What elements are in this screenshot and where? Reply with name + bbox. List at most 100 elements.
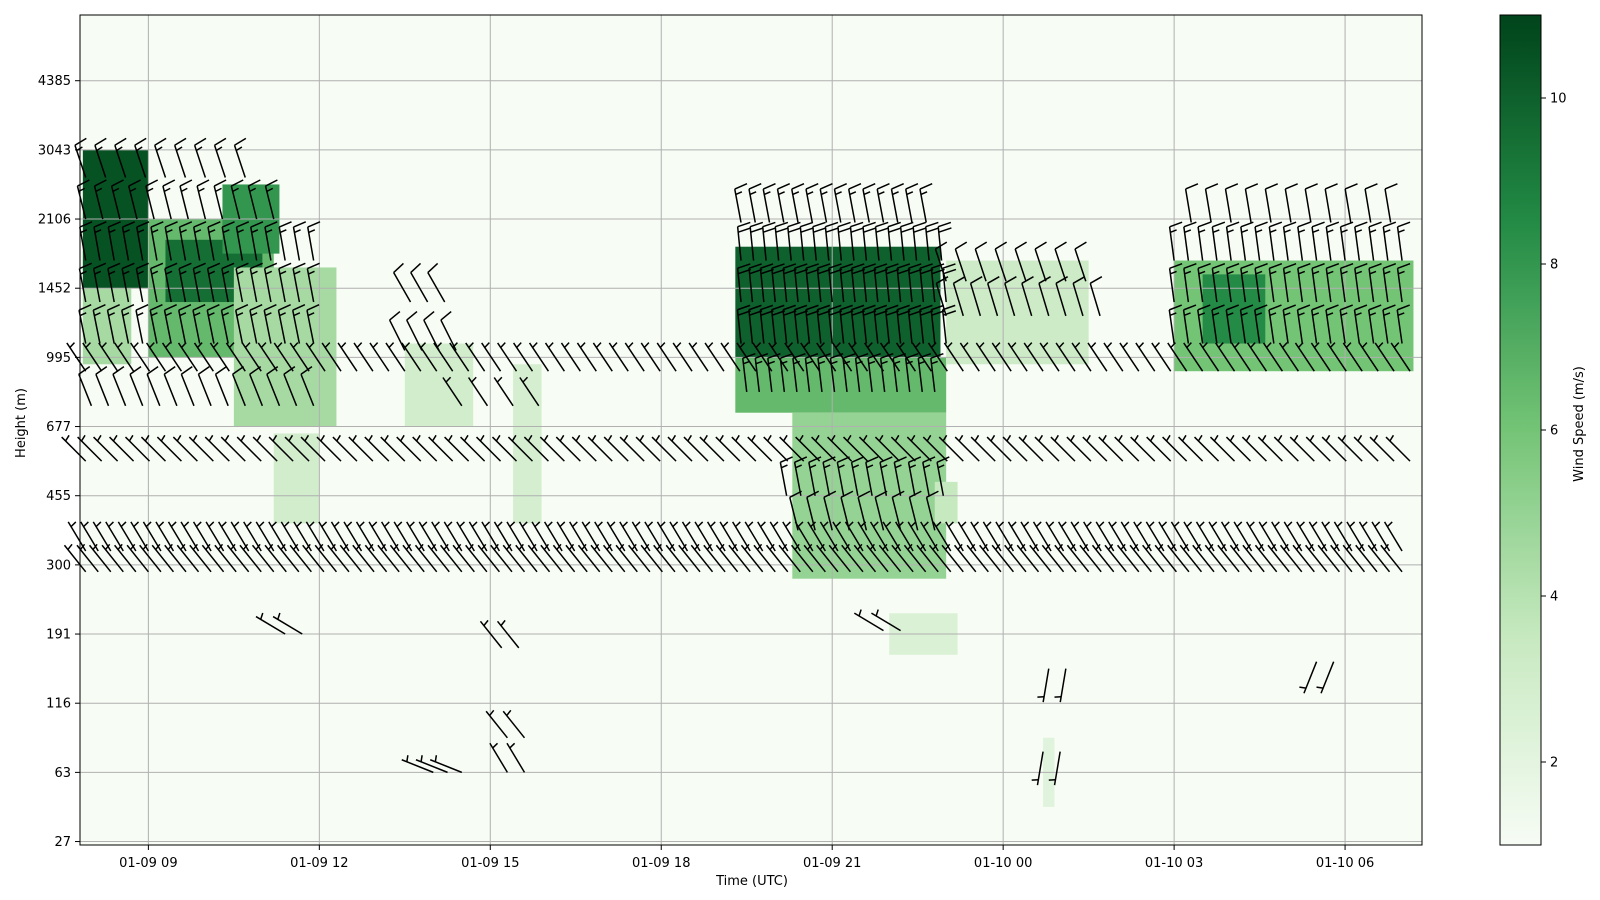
wind-barb-424 — [221, 221, 235, 261]
wind-barb-236 — [444, 434, 470, 462]
wind-barb-515 — [874, 221, 889, 261]
wind-barb-414 — [79, 221, 93, 261]
wind-barb-157 — [703, 543, 726, 573]
x-tick-label-1: 01-09 12 — [290, 856, 348, 871]
wind-barb-253 — [715, 434, 741, 462]
wind-barb-444 — [94, 137, 107, 178]
wind-barb-656 — [392, 262, 412, 303]
wind-barb-215 — [108, 434, 135, 462]
wind-barb-278 — [1114, 434, 1140, 462]
wind-barb-375 — [1326, 342, 1347, 372]
wind-barb-221 — [204, 434, 230, 462]
wind-barb-206 — [1317, 543, 1340, 573]
wind-barb-511 — [824, 221, 839, 261]
wind-barb-312 — [321, 342, 342, 372]
wind-barb-597 — [1268, 304, 1282, 344]
y-tick-label-9: 116 — [46, 697, 71, 712]
wind-barb-625 — [1183, 221, 1197, 261]
x-tick-label-0: 01-09 09 — [119, 856, 177, 871]
wind-barb-387 — [178, 304, 192, 344]
wind-barb-243 — [555, 434, 581, 462]
wind-barb-455 — [129, 365, 144, 407]
wind-barb-635 — [1325, 221, 1340, 261]
wind-barb-434 — [128, 179, 141, 220]
wind-barb-673 — [506, 742, 526, 773]
wind-barb-453 — [95, 365, 110, 407]
wind-barb-435 — [145, 179, 159, 220]
wind-barb-301 — [145, 342, 167, 372]
wind-barb-178 — [966, 543, 989, 573]
wind-barb-420 — [164, 221, 178, 261]
wind-barb-421 — [178, 221, 193, 261]
wind-barb-552 — [793, 456, 808, 496]
wind-barb-422 — [193, 221, 207, 261]
wind-barb-153 — [653, 543, 676, 573]
wind-barb-309 — [273, 342, 294, 372]
wind-barb-374 — [1310, 342, 1331, 372]
wind-barb-385 — [149, 304, 163, 344]
wind-barb-576 — [1004, 276, 1017, 317]
wind-barb-214 — [93, 434, 119, 462]
wind-barb-247 — [619, 434, 645, 462]
wind-barb-506 — [761, 221, 777, 261]
wind-barb-313 — [337, 342, 358, 372]
wind-barb-663 — [255, 612, 286, 635]
wind-barb-167 — [828, 543, 852, 573]
wind-barb-204 — [1292, 543, 1315, 573]
wind-barb-323 — [497, 342, 518, 372]
wind-barb-575 — [986, 276, 1000, 317]
wind-barb-450 — [213, 137, 227, 178]
wind-barb-646 — [1284, 183, 1298, 223]
wind-barb-237 — [460, 434, 486, 462]
wind-barb-193 — [1154, 543, 1177, 573]
wind-barb-307 — [241, 342, 262, 372]
wind-barb-659 — [442, 376, 463, 407]
wind-barb-607 — [1168, 262, 1183, 303]
wind-barb-355 — [1007, 342, 1028, 372]
wind-barb-129 — [352, 543, 375, 573]
wind-barb-624 — [1168, 221, 1183, 261]
wind-barb-118 — [214, 543, 237, 573]
wind-barb-141 — [502, 543, 526, 573]
colorbar-label: Wind Speed (m/s) — [1572, 366, 1587, 482]
wind-barb-105 — [1383, 521, 1403, 552]
wind-barb-549 — [917, 352, 932, 393]
wind-barb-462 — [249, 365, 264, 407]
wind-barb-169 — [853, 543, 877, 573]
wind-barb-188 — [1091, 543, 1115, 573]
wind-barb-294 — [1369, 434, 1395, 462]
wind-barb-460 — [214, 365, 229, 407]
wind-barb-335 — [688, 342, 709, 372]
wind-barb-504 — [736, 221, 752, 261]
wind-barb-154 — [665, 543, 689, 573]
wind-barb-447 — [154, 137, 167, 178]
wind-barb-377 — [1358, 342, 1379, 372]
wind-barb-571 — [925, 490, 939, 531]
wind-barb-264 — [890, 434, 916, 462]
wind-barb-538 — [779, 352, 794, 393]
wind-barb-672 — [489, 742, 509, 773]
wind-barb-321 — [465, 342, 486, 372]
wind-barb-363 — [1135, 342, 1156, 372]
wind-barb-529 — [847, 183, 862, 223]
wind-barb-317 — [401, 342, 422, 372]
wind-barb-505 — [749, 221, 764, 261]
wind-barb-633 — [1297, 221, 1311, 261]
x-tick-label-6: 01-10 03 — [1145, 856, 1203, 871]
wind-barb-615 — [1282, 262, 1297, 303]
wind-barb-121 — [251, 543, 275, 573]
wind-barb-131 — [377, 543, 400, 573]
wind-barb-151 — [628, 543, 651, 573]
wind-barb-579 — [1055, 276, 1069, 317]
wind-barb-442 — [264, 179, 278, 220]
wind-barb-123 — [276, 543, 300, 573]
wind-barb-352 — [959, 342, 980, 372]
wind-barb-592 — [1197, 304, 1211, 344]
wind-barb-376 — [1342, 342, 1363, 372]
wind-barb-285 — [1225, 434, 1252, 462]
wind-barb-282 — [1178, 434, 1204, 462]
wind-barb-577 — [1021, 276, 1034, 317]
wind-barb-325 — [528, 342, 550, 372]
heatmap-region-8 — [513, 364, 542, 524]
wind-barb-383 — [121, 304, 135, 344]
